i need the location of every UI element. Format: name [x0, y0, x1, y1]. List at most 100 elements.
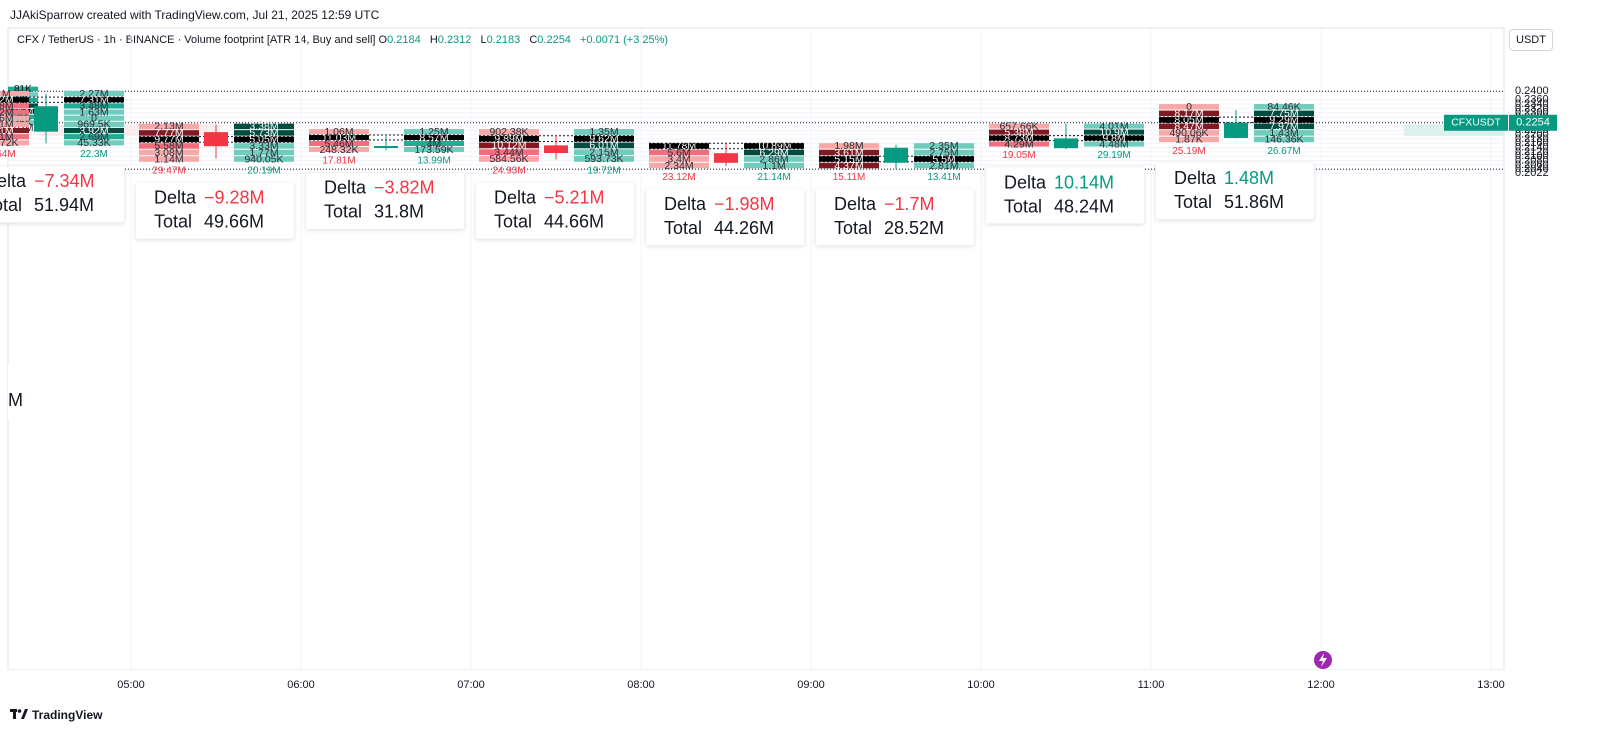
price-tick-label: 0.2160 [1515, 137, 1549, 149]
price-tick-label: 0.2040 [1515, 163, 1549, 175]
total-label: Total [834, 218, 872, 238]
buy-volume-label: 1.1M [762, 160, 785, 172]
sell-volume-cell [479, 156, 539, 162]
total-label: Total [324, 202, 362, 222]
sell-volume-cell [0, 91, 29, 97]
price-tick-label: 0.2022 [1515, 167, 1549, 179]
time-tick-label: 06:00 [287, 679, 315, 691]
buy-volume-cell [234, 143, 294, 149]
sell-volume-label: 1.51M [0, 119, 14, 131]
sell-volume-cell [139, 136, 199, 143]
bottom-mask [0, 670, 1600, 744]
time-tick-label: 13:00 [1477, 679, 1505, 691]
delta-total-box [986, 167, 1144, 224]
price-tick-label: 0.2200 [1515, 128, 1549, 140]
sell-volume-cell [139, 123, 199, 130]
price-tick-label: 0.2060 [1515, 159, 1549, 171]
buy-volume-cell [1084, 129, 1144, 135]
delta-label: Delta [324, 178, 367, 198]
delta-value: −1.98M [714, 194, 775, 214]
total-value: 49.66M [204, 212, 264, 232]
buy-volume-cell [574, 142, 634, 149]
total-label: Total [664, 218, 702, 238]
sell-volume-label: 4.01M [0, 131, 14, 143]
sell-volume-label: 490.06K [1169, 127, 1208, 139]
buy-volume-cell [64, 97, 124, 103]
buy-volume-cell [914, 149, 974, 156]
sell-volume-label: 1.26M [0, 113, 14, 125]
partial-buy-cell [8, 86, 38, 92]
buy-volume-label: 45.33K [77, 137, 110, 149]
tradingview-logo[interactable]: TradingView [10, 707, 102, 722]
sell-volume-cell [479, 135, 539, 142]
buy-volume-label: 0 [91, 113, 97, 125]
buy-volume-label: 593.73K [584, 153, 623, 165]
buy-volume-label: 3.92M [79, 125, 108, 137]
delta-label: Delta [494, 188, 537, 208]
sell-volume-cell [139, 130, 199, 136]
sell-volume-label: 4.29M [1004, 138, 1033, 150]
sell-volume-cell [649, 149, 709, 156]
sell-volume-cell [1159, 104, 1219, 110]
total-value: 48.24M [1054, 196, 1114, 216]
buy-volume-label: 5.5M [932, 153, 955, 165]
delta-total-box [646, 189, 804, 246]
sell-volume-label: 1.87K [1175, 134, 1202, 146]
sell-volume-cell [989, 135, 1049, 141]
sell-volume-label: 4.37M [834, 160, 863, 172]
sell-volume-label: 5.41M [0, 125, 14, 137]
buy-volume-label: 4.48M [1099, 138, 1128, 150]
sell-volume-cell [1159, 136, 1219, 143]
sell-volume-label: 8.47M [1174, 121, 1203, 133]
close-value: 0.2254 [537, 34, 571, 46]
buy-volume-cell [574, 129, 634, 135]
sell-volume-cell [819, 156, 879, 162]
sell-volume-cell [0, 103, 29, 109]
buy-volume-label: 1.63M [79, 106, 108, 118]
sell-volume-label: 3.62M [0, 106, 14, 118]
buy-volume-cell [1084, 135, 1144, 141]
symbol-legend[interactable]: CFX / TetherUS · 1h · BINANCE · Volume f… [17, 34, 674, 46]
total-value: 31.8M [374, 202, 424, 222]
sell-volume-label: 5.6M [667, 147, 690, 159]
buy-volume-cell [64, 127, 124, 134]
currency-button[interactable]: USDT [1509, 29, 1553, 51]
chart-credit: JJAkiSparrow created with TradingView.co… [10, 8, 380, 22]
buy-volume-cell [1254, 117, 1314, 123]
price-tick-label: 0.2180 [1515, 133, 1549, 145]
buy-volume-label: 173.59K [414, 144, 453, 156]
sell-volume-cell [1159, 117, 1219, 123]
delta-label: Delta [1174, 168, 1217, 188]
buy-volume-label: 2.86M [759, 153, 788, 165]
buy-volume-cell [1254, 110, 1314, 117]
total-label: Total [494, 212, 532, 232]
delta-value: 10.14M [1054, 172, 1114, 192]
sell-volume-label: 333.72K [0, 137, 19, 149]
time-tick-label: 09:00 [797, 679, 825, 691]
buy-volume-label: 2.81M [929, 160, 958, 172]
tradingview-logo-icon [10, 707, 28, 722]
sell-volume-cell [1159, 130, 1219, 136]
candle-body [1224, 122, 1248, 138]
buy-total-label: 19.72M [587, 165, 620, 176]
price-tick-label: 0.2080 [1515, 155, 1549, 167]
sell-volume-label: 5.46M [324, 138, 353, 150]
buy-volume-label: 969.5K [77, 119, 110, 131]
total-label: Total [0, 195, 22, 215]
sell-volume-cell [479, 129, 539, 135]
sell-volume-cell [479, 142, 539, 149]
price-tick-label: 0.2100 [1515, 150, 1549, 162]
buy-volume-cell [744, 162, 804, 169]
sell-volume-cell [0, 121, 29, 127]
buy-volume-cell [1084, 123, 1144, 129]
value-area-band-left [40, 124, 220, 137]
price-tick-label: 0.2360 [1515, 94, 1549, 106]
sell-volume-cell [309, 147, 369, 152]
sell-volume-label: 3.08M [154, 147, 183, 159]
sell-volume-label: 2.1M [0, 88, 11, 100]
buy-volume-cell [744, 156, 804, 162]
